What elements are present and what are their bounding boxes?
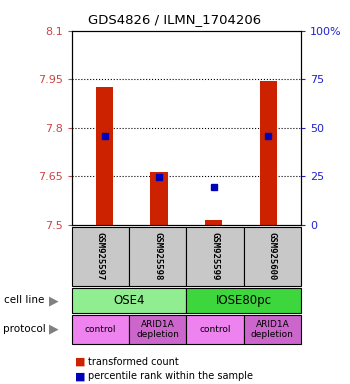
Text: control: control <box>85 325 116 334</box>
Bar <box>96 87 113 225</box>
Text: GSM925599: GSM925599 <box>211 232 219 280</box>
Text: GSM925600: GSM925600 <box>268 232 277 280</box>
Text: GSM925598: GSM925598 <box>153 232 162 280</box>
Text: ▶: ▶ <box>49 294 59 307</box>
Bar <box>259 81 277 225</box>
Bar <box>150 172 168 225</box>
Text: ARID1A
depletion: ARID1A depletion <box>136 319 179 339</box>
Text: GSM925597: GSM925597 <box>96 232 105 280</box>
Text: OSE4: OSE4 <box>113 294 145 307</box>
Bar <box>205 220 222 225</box>
Text: ▶: ▶ <box>49 323 59 336</box>
Text: IOSE80pc: IOSE80pc <box>216 294 272 307</box>
Text: percentile rank within the sample: percentile rank within the sample <box>88 371 252 381</box>
Text: control: control <box>199 325 231 334</box>
Text: transformed count: transformed count <box>88 357 178 367</box>
Text: ■: ■ <box>75 371 86 381</box>
Text: ■: ■ <box>75 357 86 367</box>
Text: protocol: protocol <box>4 324 46 334</box>
Text: cell line: cell line <box>4 295 44 306</box>
Text: GDS4826 / ILMN_1704206: GDS4826 / ILMN_1704206 <box>89 13 261 26</box>
Text: ARID1A
depletion: ARID1A depletion <box>251 319 294 339</box>
